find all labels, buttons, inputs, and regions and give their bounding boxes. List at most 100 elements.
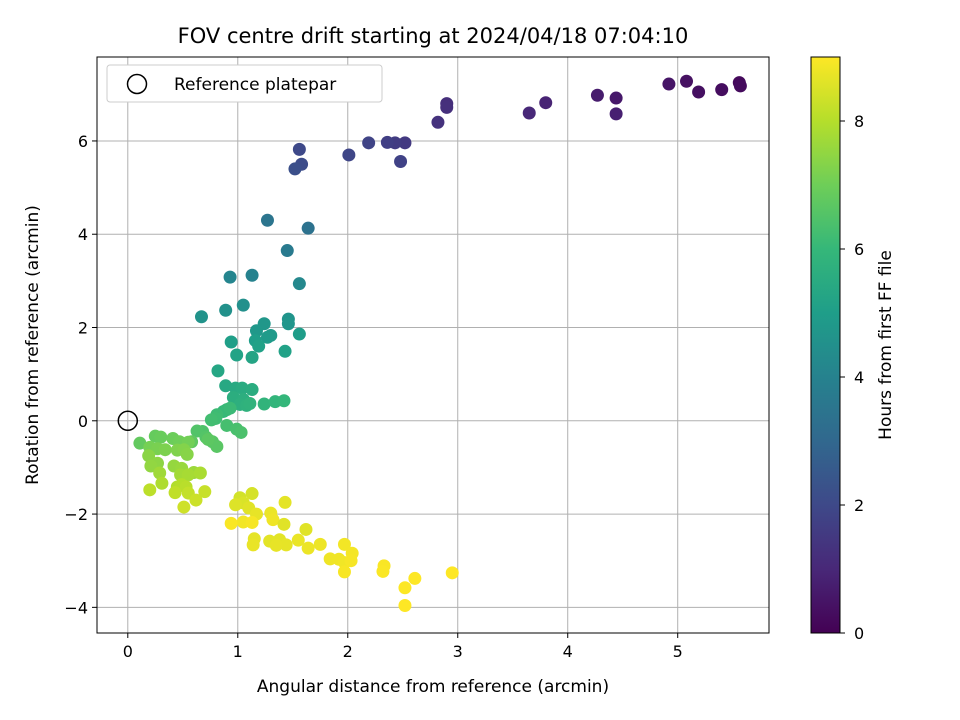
x-tick-label: 2 bbox=[343, 642, 353, 661]
data-point bbox=[246, 538, 260, 552]
data-point bbox=[362, 136, 376, 150]
y-tick-label: 2 bbox=[78, 319, 88, 338]
data-point bbox=[234, 425, 248, 439]
data-point bbox=[277, 517, 291, 531]
data-point bbox=[269, 538, 283, 552]
colorbar-gradient bbox=[810, 56, 841, 634]
data-point bbox=[142, 449, 156, 463]
data-point bbox=[266, 513, 280, 527]
data-point bbox=[235, 381, 249, 395]
y-tick-label: 4 bbox=[78, 225, 88, 244]
plot-area: 0 1 2 3 4 5 −4 −2 0 2 4 6 bbox=[64, 56, 770, 661]
colorbar-tick-label: 0 bbox=[854, 624, 864, 643]
x-tick-label: 0 bbox=[123, 642, 133, 661]
data-point bbox=[194, 310, 208, 324]
data-point bbox=[337, 537, 351, 551]
legend-box bbox=[106, 64, 383, 103]
data-point bbox=[440, 100, 454, 114]
y-tick-label: 6 bbox=[78, 132, 88, 151]
data-point bbox=[229, 498, 243, 512]
legend-marker bbox=[126, 73, 148, 95]
data-point bbox=[219, 379, 233, 393]
data-point bbox=[211, 364, 225, 378]
data-point bbox=[344, 554, 358, 568]
colorbar-label: Hours from first FF file bbox=[876, 250, 896, 440]
legend-label: Reference platepar bbox=[174, 75, 336, 95]
data-point bbox=[198, 485, 212, 499]
data-point bbox=[337, 565, 351, 579]
data-point bbox=[153, 466, 167, 480]
data-point bbox=[154, 430, 168, 444]
x-axis-label: Angular distance from reference (arcmin) bbox=[257, 677, 609, 697]
data-point bbox=[280, 244, 294, 258]
y-tick-label: −2 bbox=[64, 505, 88, 524]
data-point bbox=[219, 303, 233, 317]
colorbar-tick-label: 2 bbox=[854, 496, 864, 515]
data-point bbox=[733, 79, 747, 93]
data-point bbox=[281, 317, 295, 331]
data-point bbox=[257, 397, 271, 411]
y-axis-ticks: −4 −2 0 2 4 6 bbox=[64, 132, 97, 617]
reference-platepar-marker bbox=[117, 410, 139, 432]
x-tick-label: 4 bbox=[563, 642, 573, 661]
data-point bbox=[224, 516, 238, 530]
data-point bbox=[277, 394, 291, 408]
colorbar: 0 2 4 6 8 Hours from first FF file bbox=[810, 56, 896, 643]
legend: Reference platepar bbox=[106, 64, 383, 103]
data-point bbox=[288, 162, 302, 176]
data-point bbox=[376, 564, 390, 578]
colorbar-tick-label: 8 bbox=[854, 112, 864, 131]
data-point bbox=[245, 487, 259, 501]
data-point bbox=[249, 324, 263, 338]
data-point bbox=[168, 486, 182, 500]
data-point bbox=[181, 468, 195, 482]
colorbar-ticks: 0 2 4 6 8 bbox=[840, 112, 864, 643]
data-point bbox=[301, 221, 315, 235]
data-point bbox=[299, 522, 313, 536]
data-point bbox=[292, 327, 306, 341]
data-point bbox=[590, 88, 604, 102]
data-point bbox=[230, 348, 244, 362]
data-point bbox=[394, 154, 408, 168]
data-point bbox=[245, 515, 259, 529]
data-point bbox=[398, 136, 412, 150]
data-point bbox=[431, 115, 445, 129]
data-point bbox=[278, 344, 292, 358]
data-point bbox=[662, 77, 676, 91]
plot-background bbox=[97, 57, 769, 633]
y-tick-label: 0 bbox=[78, 412, 88, 431]
data-point bbox=[189, 493, 203, 507]
data-point bbox=[260, 330, 274, 344]
data-point bbox=[144, 459, 158, 473]
data-point bbox=[398, 581, 412, 595]
data-point bbox=[292, 277, 306, 291]
data-points bbox=[133, 74, 747, 612]
data-point bbox=[155, 476, 169, 490]
data-point bbox=[204, 413, 218, 427]
data-point bbox=[692, 85, 706, 99]
data-point bbox=[313, 537, 327, 551]
data-point bbox=[408, 571, 422, 585]
x-tick-label: 3 bbox=[453, 642, 463, 661]
data-point bbox=[210, 439, 224, 453]
data-point bbox=[278, 495, 292, 509]
data-point bbox=[245, 268, 259, 282]
data-point bbox=[291, 533, 305, 547]
data-point bbox=[236, 298, 250, 312]
x-axis-ticks: 0 1 2 3 4 5 bbox=[123, 633, 683, 661]
data-point bbox=[252, 339, 266, 353]
data-point bbox=[609, 107, 623, 121]
data-point bbox=[177, 500, 191, 514]
data-point bbox=[279, 538, 293, 552]
data-point bbox=[201, 432, 215, 446]
data-point bbox=[158, 443, 172, 457]
data-point bbox=[445, 566, 459, 580]
data-point bbox=[245, 383, 259, 397]
x-tick-label: 1 bbox=[233, 642, 243, 661]
x-tick-label: 5 bbox=[673, 642, 683, 661]
data-point bbox=[292, 142, 306, 156]
data-point bbox=[380, 135, 394, 149]
data-point bbox=[715, 83, 729, 97]
data-point bbox=[539, 96, 553, 110]
